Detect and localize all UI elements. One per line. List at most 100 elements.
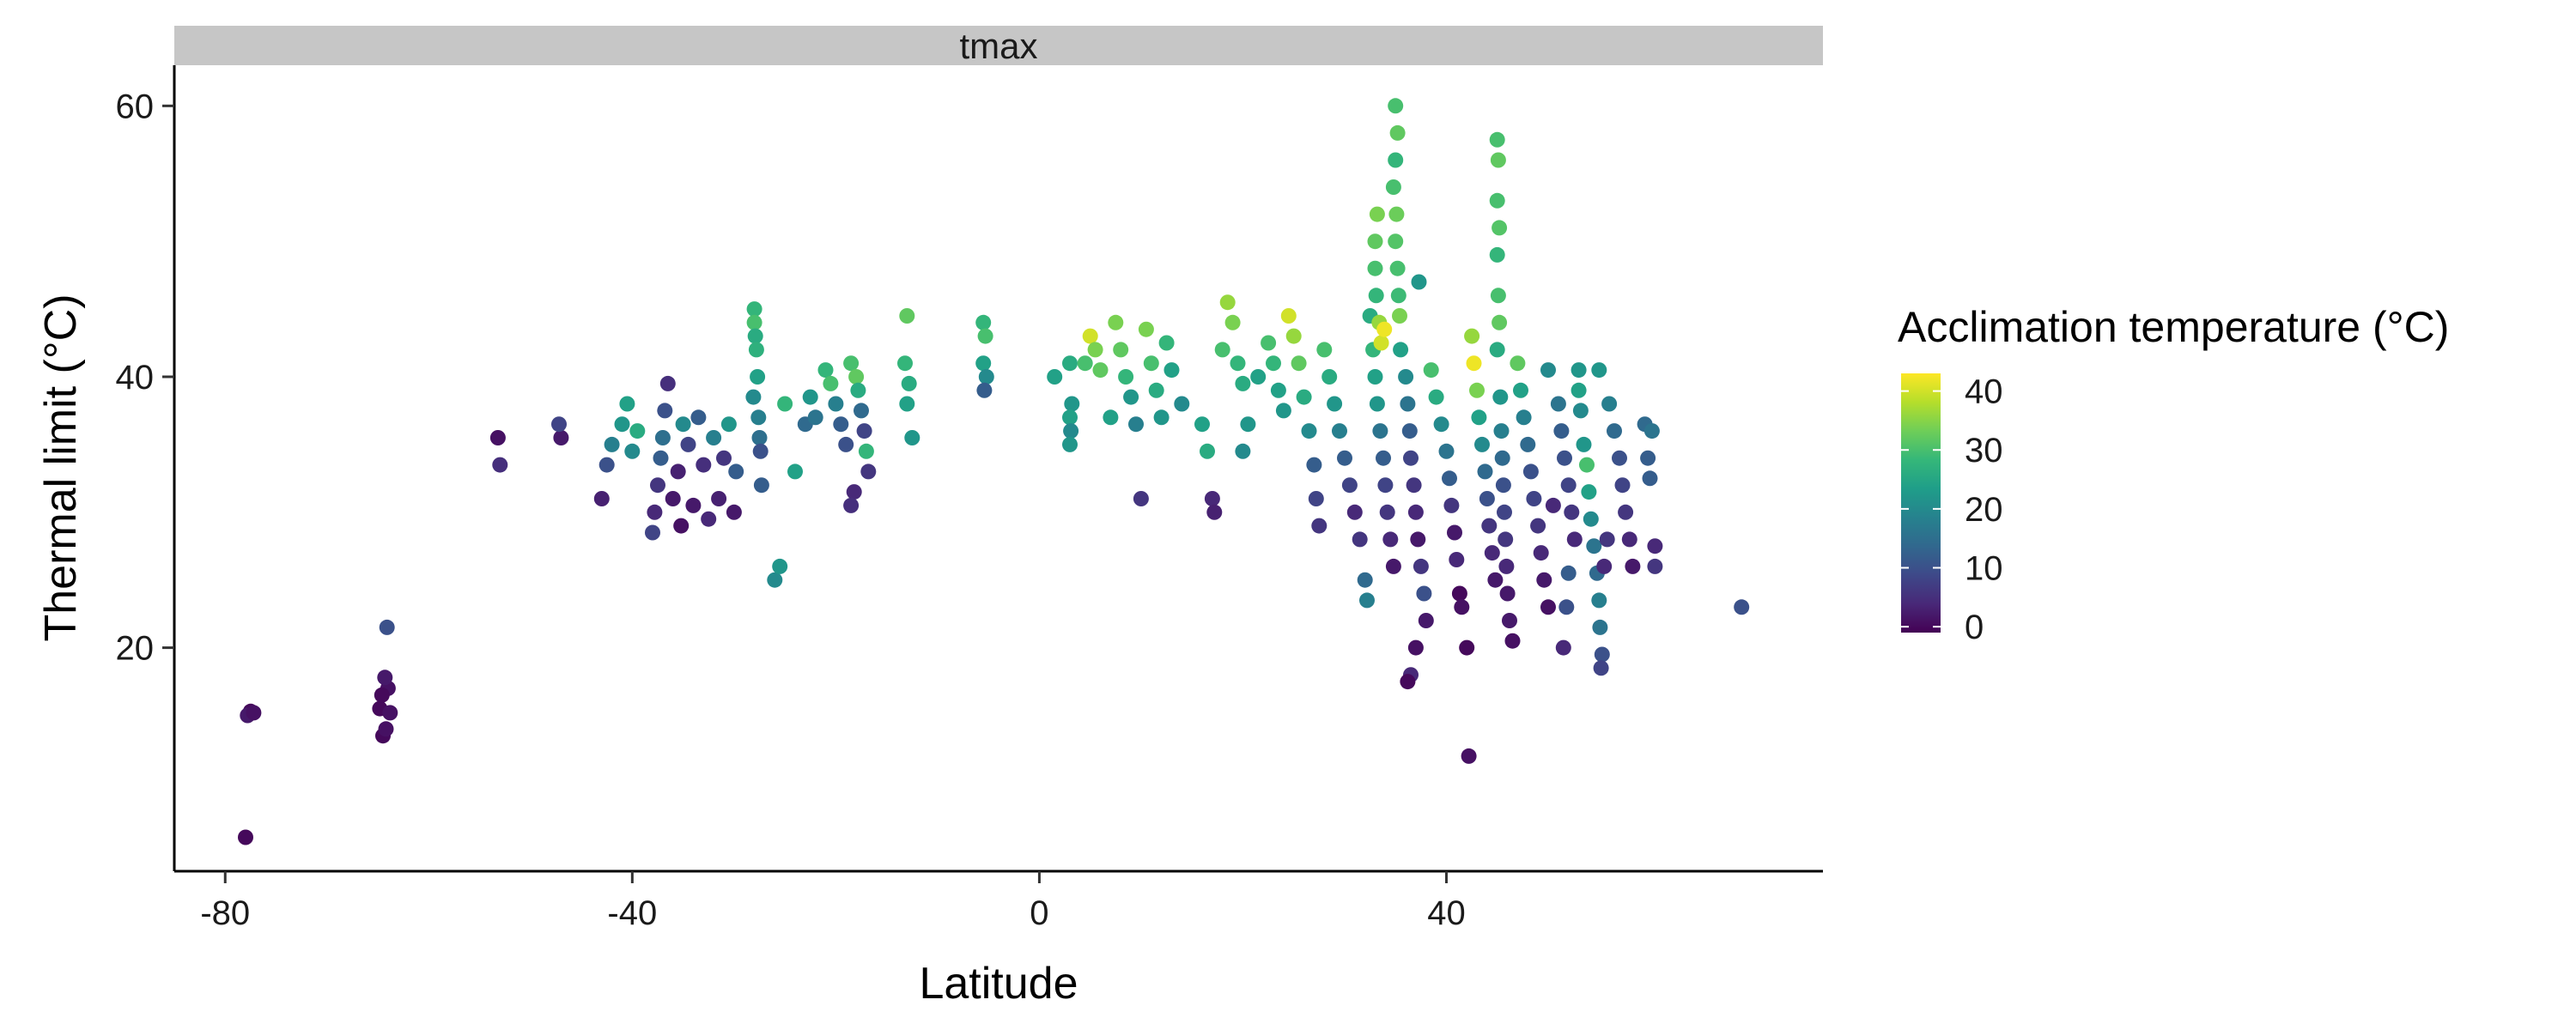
data-point: [720, 416, 737, 433]
data-point: [492, 457, 508, 473]
data-point: [899, 396, 915, 412]
data-point: [1388, 152, 1404, 168]
y-tick-label: 20: [116, 630, 155, 668]
data-point: [752, 443, 769, 459]
data-point: [1063, 423, 1079, 439]
data-point: [1235, 443, 1251, 459]
data-point: [1454, 599, 1470, 615]
data-point: [1464, 328, 1480, 344]
data-point: [1583, 511, 1599, 527]
data-point: [1553, 423, 1570, 439]
data-point: [1385, 179, 1401, 195]
data-point: [1522, 464, 1539, 480]
data-point: [1526, 491, 1542, 506]
data-point: [1388, 98, 1404, 114]
data-point: [1540, 599, 1556, 615]
data-point: [1477, 464, 1493, 480]
data-point: [1352, 531, 1368, 548]
data-point: [1497, 504, 1512, 520]
data-point: [1250, 369, 1267, 385]
data-point: [1388, 233, 1404, 250]
data-point: [1495, 477, 1511, 494]
data-point: [1601, 396, 1618, 412]
data-point: [1591, 362, 1607, 379]
data-point: [1062, 436, 1078, 452]
data-point: [1346, 504, 1363, 520]
data-point: [745, 389, 762, 405]
data-point: [1062, 409, 1078, 426]
color-legend: Acclimation temperature (°C) 0 10 20 30 40: [1898, 303, 2449, 646]
data-point: [1230, 355, 1246, 372]
data-point: [975, 314, 992, 330]
data-point: [1368, 288, 1384, 304]
data-point: [1327, 396, 1343, 412]
data-point: [1489, 246, 1505, 263]
data-point: [850, 382, 866, 398]
data-point: [1490, 288, 1506, 304]
x-tick-label: -80: [200, 894, 250, 932]
data-point: [802, 389, 818, 405]
data-point: [1520, 436, 1536, 452]
data-point: [846, 484, 862, 500]
x-tick-label: 40: [1427, 894, 1466, 932]
facet-label: tmax: [959, 26, 1037, 66]
data-point: [1406, 477, 1422, 494]
data-point: [1489, 131, 1505, 148]
data-point: [1113, 342, 1129, 358]
data-point: [848, 369, 865, 385]
data-point: [1400, 674, 1416, 690]
data-point: [1373, 335, 1389, 351]
data-point: [1510, 355, 1526, 372]
data-point: [1235, 375, 1251, 391]
data-point: [653, 450, 669, 466]
data-point: [1593, 660, 1609, 676]
data-point: [1489, 342, 1505, 358]
data-point: [1123, 389, 1139, 405]
data-point: [1316, 342, 1333, 358]
data-point: [619, 396, 635, 412]
data-point: [1389, 260, 1406, 276]
data-point: [1143, 355, 1159, 372]
data-point: [1369, 396, 1385, 412]
data-point: [1214, 342, 1230, 358]
data-point: [1560, 477, 1577, 494]
data-point: [1410, 531, 1426, 548]
data-point: [1416, 585, 1432, 602]
data-point: [1138, 321, 1154, 337]
data-point: [1576, 436, 1592, 452]
data-point: [1376, 450, 1391, 466]
data-point: [696, 457, 712, 473]
legend-tick-label: 30: [1965, 432, 2003, 470]
data-point: [1596, 558, 1613, 574]
data-point: [1484, 545, 1500, 561]
data-point: [726, 504, 742, 520]
data-point: [659, 375, 676, 391]
data-point: [1377, 477, 1394, 494]
data-point: [701, 511, 717, 527]
data-point: [1407, 639, 1424, 656]
data-point: [1382, 531, 1399, 548]
data-point: [1372, 423, 1388, 439]
data-point: [690, 409, 707, 426]
data-point: [1411, 274, 1427, 290]
data-point: [1296, 389, 1312, 405]
data-point: [706, 430, 722, 445]
data-point: [1204, 491, 1220, 506]
data-point: [787, 464, 803, 480]
data-point: [747, 328, 763, 344]
data-point: [379, 619, 395, 635]
data-point: [843, 355, 860, 372]
data-point: [1642, 470, 1658, 487]
data-point: [1240, 416, 1256, 433]
data-point: [817, 362, 834, 379]
data-point: [1367, 260, 1383, 276]
data-point: [1581, 484, 1597, 500]
data-point: [1275, 403, 1291, 419]
data-point: [728, 464, 744, 480]
data-point: [1082, 328, 1098, 344]
data-point: [1390, 288, 1406, 304]
data-point: [1466, 355, 1482, 372]
x-axis-ticks: -80 -40 0 40: [200, 871, 1466, 932]
data-point: [1103, 409, 1119, 426]
